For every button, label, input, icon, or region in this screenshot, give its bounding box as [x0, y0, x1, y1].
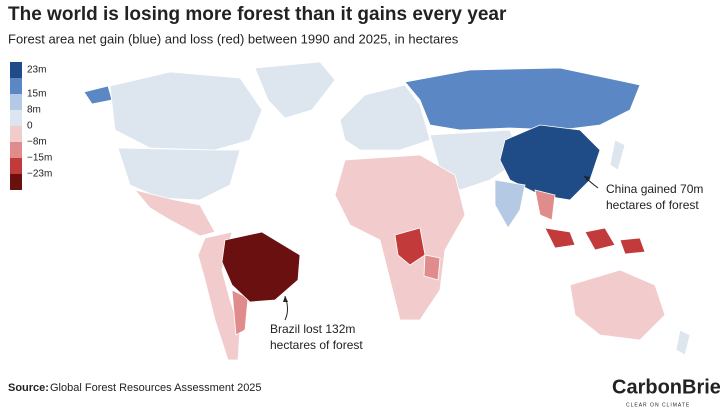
indonesia: [544, 227, 646, 255]
legend-swatch: [10, 158, 22, 174]
logo: CarbonBrief: [612, 376, 720, 398]
japan: [609, 139, 626, 171]
legend-swatch: [10, 110, 22, 126]
china-annotation: China gained 70m hectares of forest: [583, 175, 703, 212]
new-zealand: [675, 329, 691, 356]
legend-label: 8m: [27, 105, 41, 116]
title: The world is losing more forest than it …: [8, 4, 507, 25]
annotation-text: China gained 70m: [606, 182, 703, 196]
brazil: [221, 231, 301, 303]
india: [494, 179, 526, 229]
europe: [339, 84, 431, 151]
annotation-text: hectares of forest: [270, 338, 363, 352]
mexico: [133, 189, 216, 237]
legend-label: −23m: [27, 169, 52, 180]
legend-swatch: [10, 142, 22, 158]
legend-swatch: [10, 78, 22, 94]
legend-swatch: [10, 126, 22, 142]
legend-label: 0: [27, 121, 33, 132]
legend-swatch: [10, 94, 22, 110]
legend-label: −8m: [27, 137, 47, 148]
annotation-text: hectares of forest: [606, 198, 699, 212]
mozambique: [423, 254, 441, 281]
annotation-arrowhead: [283, 296, 288, 302]
australia: [569, 269, 666, 341]
usa: [117, 147, 241, 201]
legend: 23m 15m 8m 0 −8m −15m −23m: [10, 62, 52, 190]
legend-label: 23m: [27, 65, 46, 76]
annotation-text: Brazil lost 132m: [270, 322, 355, 336]
legend-label: −15m: [27, 153, 52, 164]
brazil-annotation: Brazil lost 132m hectares of forest: [270, 295, 363, 352]
greenland: [254, 61, 336, 119]
source-label: Source:: [8, 382, 49, 394]
source: Global Forest Resources Assessment 2025: [50, 382, 262, 394]
annotation-arrowhead: [584, 176, 590, 181]
legend-swatch: [10, 174, 22, 190]
world-map: [83, 61, 691, 361]
legend-label: 15m: [27, 89, 46, 100]
logo-tagline: CLEAR ON CLIMATE: [626, 402, 690, 408]
drc: [394, 227, 426, 266]
legend-swatch: [10, 62, 22, 78]
subtitle: Forest area net gain (blue) and loss (re…: [8, 31, 459, 46]
southeast-asia: [534, 189, 556, 221]
canada: [109, 71, 263, 151]
russia: [404, 67, 641, 131]
china: [499, 124, 601, 201]
